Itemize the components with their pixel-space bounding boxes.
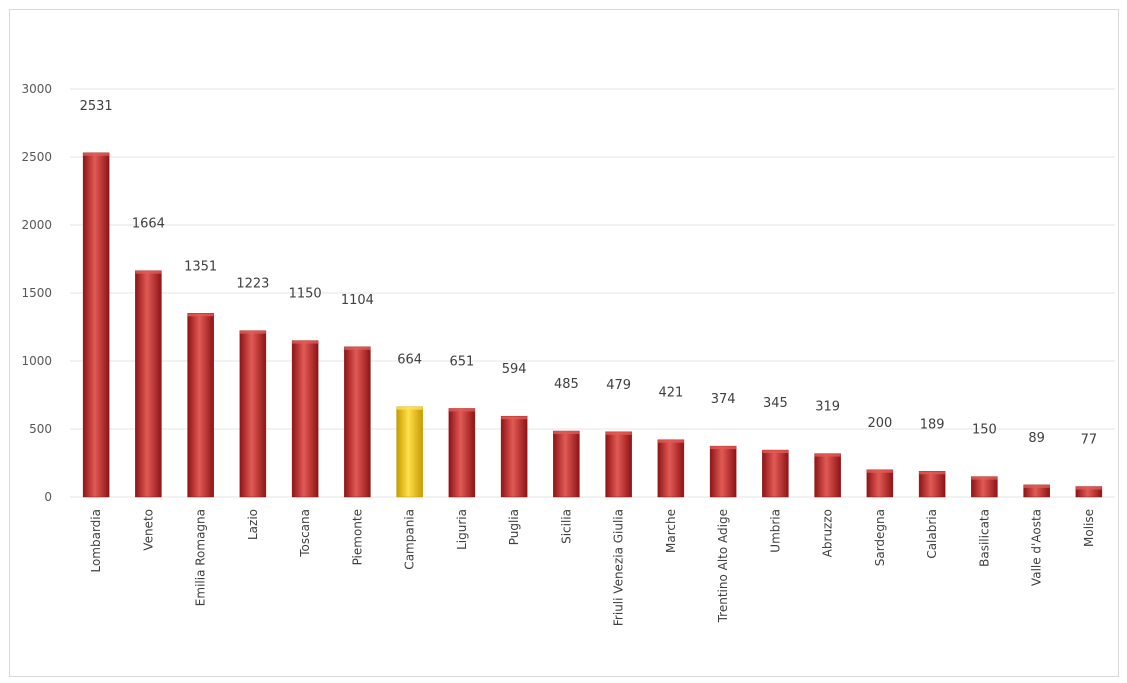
bar [762,449,789,498]
data-label: 1104 [341,293,374,308]
y-tick-label: 0 [44,490,52,504]
bar-cap [187,313,214,317]
y-tick-label: 3000 [21,82,52,96]
data-label: 1664 [132,217,165,232]
bar-cap [292,340,319,344]
y-tick-label: 2000 [21,218,52,232]
data-label: 319 [815,400,840,415]
bar-cap [553,431,580,435]
x-category-label: Sardegna [873,509,887,566]
bar [605,431,632,498]
x-category-label: Lazio [246,509,260,540]
bar-cap [866,469,893,473]
bar [918,471,946,498]
bar [396,406,423,498]
data-label: 421 [658,386,683,401]
x-category-label: Toscana [298,509,312,558]
x-category-label: Piemonte [350,509,364,565]
bar [657,439,685,498]
x-category-label: Puglia [507,509,521,545]
data-label: 2531 [80,99,113,114]
x-category-label: Veneto [141,509,155,551]
bars [82,152,1103,498]
x-category-label: Friuli Venezia Giulia [612,509,626,626]
y-tick-label: 1500 [21,286,52,300]
gridlines [70,88,1115,498]
x-category-label: Valle d'Aosta [1030,509,1044,586]
x-category-label: Trentino Alto Adige [716,509,730,623]
data-label: 594 [502,362,527,377]
bar [709,445,737,498]
y-axis: 0 500 1000 1500 2000 2500 3000 [21,82,52,504]
bar-cap [657,439,684,443]
data-label: 345 [763,396,788,411]
data-labels: 2531 1664 1351 1223 1150 1104 664 651 594 485 479 4… [80,99,1098,448]
x-category-label: Molise [1082,509,1096,547]
x-category-label: Campania [403,509,417,570]
bar [448,408,476,498]
y-tick-label: 2500 [21,150,52,164]
x-axis: Lombardia Veneto Emilia Romagna Lazio Toscan… [89,509,1096,626]
data-label: 1150 [289,287,322,302]
x-category-label: Lombardia [89,509,103,573]
x-category-label: Abruzzo [821,509,835,557]
bar [291,340,319,498]
bar [814,453,841,498]
bar [866,469,894,498]
bar-cap [344,346,371,350]
data-label: 150 [972,423,997,438]
bar [239,330,267,498]
data-label: 374 [711,392,736,407]
bar [135,270,162,498]
data-label: 89 [1028,431,1045,446]
bar-cap [448,408,475,412]
bar-cap [239,330,266,334]
bar-cap [919,471,946,475]
bar [553,430,580,498]
bar-cap [396,406,423,410]
bar [344,346,371,498]
data-label: 1223 [236,277,269,292]
bar [82,152,110,498]
data-label: 77 [1081,433,1098,448]
bar-cap [1023,484,1050,488]
x-category-label: Basilicata [977,509,991,567]
bar-cap [710,446,737,450]
bar [971,476,998,498]
x-category-label: Liguria [455,509,469,550]
bar-cap [605,431,632,435]
data-label: 479 [606,378,631,393]
bar-cap [971,476,998,480]
x-category-label: Umbria [768,509,782,553]
data-label: 664 [397,353,422,368]
y-tick-label: 1000 [21,354,52,368]
data-label: 200 [867,416,892,431]
x-category-label: Emilia Romagna [194,509,208,606]
bar-cap [501,416,528,420]
data-label: 485 [554,377,579,392]
y-tick-label: 500 [29,422,52,436]
x-category-label: Sicilia [559,509,573,544]
bar-cap [1075,486,1102,490]
data-label: 1351 [184,259,217,274]
bar-cap [135,270,162,274]
data-label: 651 [449,354,474,369]
x-category-label: Marche [664,509,678,553]
bar-cap [814,453,841,457]
x-category-label: Calabria [925,509,939,559]
bar [500,415,528,498]
bar [187,313,214,498]
bar-cap [83,152,110,156]
data-label: 189 [920,417,945,432]
bar-cap [762,450,789,454]
